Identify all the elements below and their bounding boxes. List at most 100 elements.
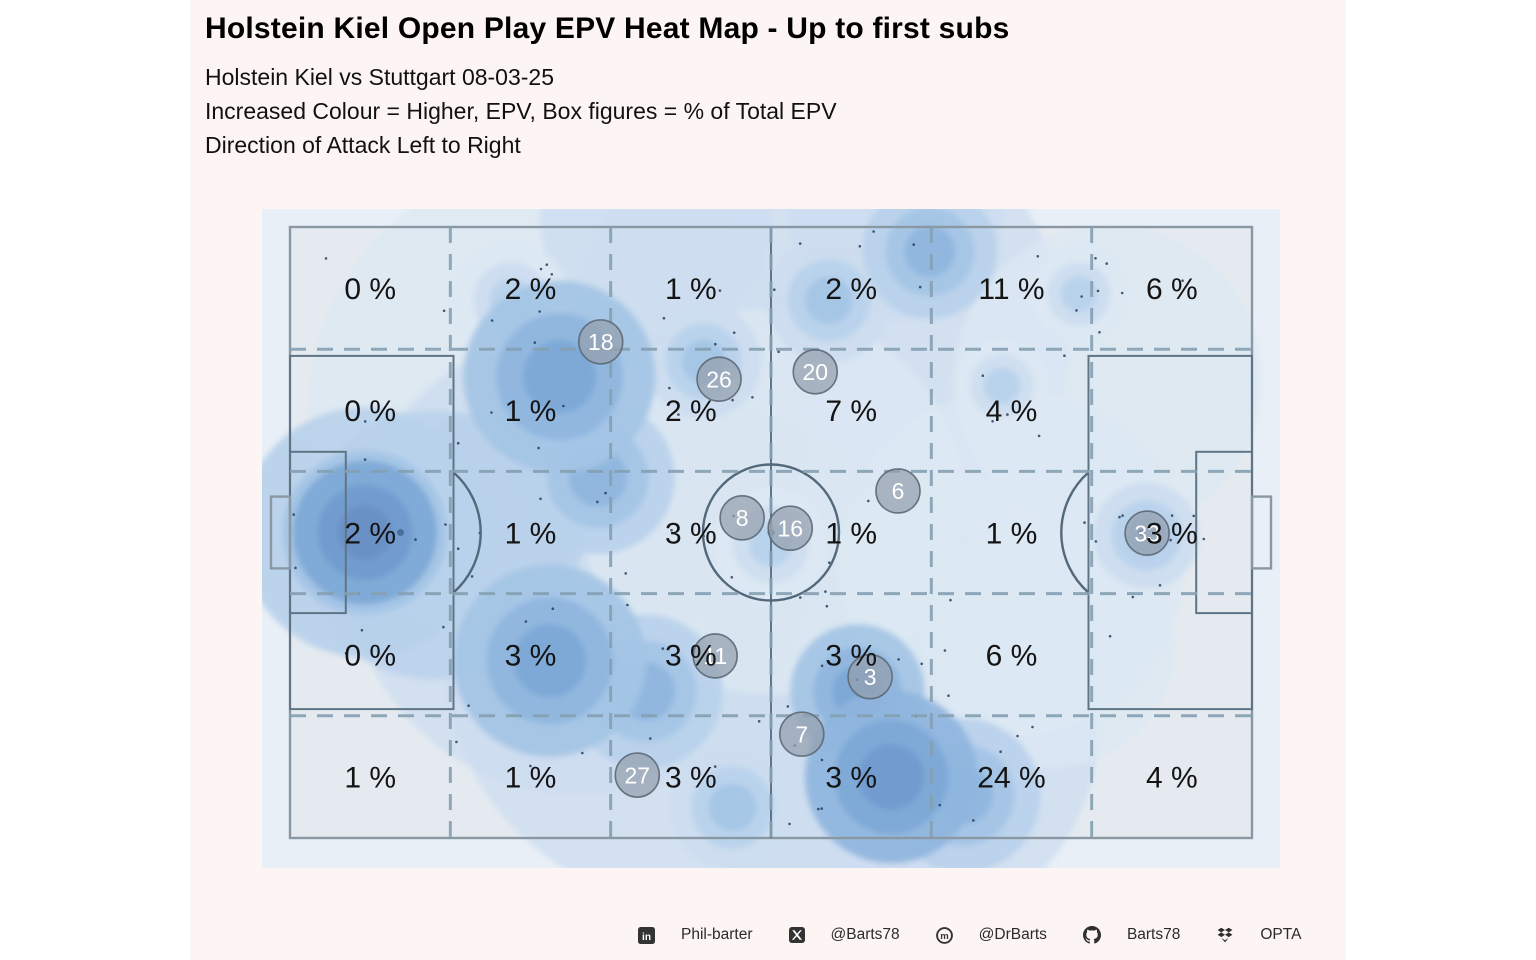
player-circle — [719, 495, 765, 541]
event-dot — [1083, 521, 1086, 524]
heat-blob — [983, 367, 1021, 405]
event-dot — [551, 607, 555, 610]
player-marker: 20 — [792, 349, 839, 395]
zone-percent-label: 1 % — [344, 762, 396, 795]
footer-link-barts78[interactable]: Barts78 — [1082, 926, 1181, 944]
event-dot — [872, 230, 875, 233]
event-dot — [972, 819, 975, 822]
event-dot — [604, 491, 607, 495]
heat-blob — [337, 505, 393, 560]
heat-blob — [708, 783, 757, 832]
footer-link-label: @Barts78 — [830, 926, 900, 943]
player-number: 8 — [736, 505, 749, 531]
event-dot — [662, 316, 666, 320]
event-dot — [799, 596, 802, 599]
player-marker: 18 — [577, 319, 624, 365]
event-dot — [490, 319, 494, 322]
player-number: 27 — [624, 762, 650, 788]
event-dot — [1094, 540, 1098, 543]
player-number: 6 — [892, 478, 905, 504]
event-dot — [670, 528, 673, 532]
zone-percent-label: 2 % — [344, 517, 396, 550]
github-icon — [1082, 926, 1101, 944]
penalty-arc-right — [1060, 471, 1090, 594]
event-dot — [677, 413, 680, 416]
player-number: 16 — [777, 516, 803, 542]
player-circle — [692, 633, 739, 679]
event-dot — [442, 625, 445, 629]
event-dot — [777, 350, 780, 354]
zone-percent-label: 0 % — [344, 273, 396, 306]
event-dot — [867, 499, 870, 503]
subtitle-match: Holstein Kiel vs Stuttgart 08-03-25 — [205, 64, 555, 90]
event-dot — [1063, 354, 1066, 357]
page-title: Holstein Kiel Open Play EPV Heat Map - U… — [205, 12, 1010, 45]
player-circle — [614, 752, 661, 798]
event-dot — [820, 807, 823, 810]
goal-left — [269, 495, 292, 570]
event-dot — [545, 263, 549, 266]
event-dot — [1131, 595, 1135, 599]
pitch-markings — [269, 225, 1273, 840]
event-dot — [1016, 734, 1019, 738]
zone-percent-label: 0 % — [344, 395, 396, 428]
event-dot — [828, 561, 831, 564]
zone-percent-label: 3 % — [825, 640, 877, 673]
zone-percent-label: 3 % — [825, 762, 877, 795]
mastodon-icon: m — [935, 926, 953, 944]
heat-wash — [953, 225, 1262, 534]
zone-percent-label: 24 % — [977, 762, 1045, 795]
event-dot — [1036, 255, 1040, 258]
event-dot — [825, 604, 829, 608]
heat-blob — [513, 624, 587, 698]
event-dot — [1105, 262, 1108, 265]
heat-layer — [262, 209, 1262, 868]
event-dot — [624, 572, 627, 575]
player-number: 7 — [795, 721, 808, 747]
event-dot — [991, 420, 994, 423]
figure: Holstein Kiel Open Play EPV Heat Map - U… — [190, 0, 1346, 960]
player-marker: 26 — [696, 356, 742, 402]
event-dot — [713, 765, 717, 768]
player-number: 3 — [864, 664, 877, 690]
footer-link-drbarts[interactable]: m @DrBarts — [935, 926, 1047, 944]
event-dot — [661, 647, 665, 650]
zone-percent-label: 1 % — [505, 762, 557, 795]
zone-percent-label: 1 % — [505, 395, 557, 428]
event-dots-layer — [292, 230, 1206, 826]
heat-wash — [838, 466, 1031, 660]
zone-percent-label: 3 % — [665, 762, 717, 795]
event-dot — [1096, 289, 1100, 293]
penalty-spot-left — [397, 529, 405, 536]
event-dot — [529, 764, 532, 768]
event-dot — [442, 309, 446, 313]
footer-link-label: Barts78 — [1126, 926, 1181, 943]
player-number: 33 — [1134, 520, 1160, 546]
event-dot — [947, 694, 950, 697]
player-number: 18 — [588, 329, 614, 355]
event-dot — [732, 331, 736, 334]
event-dot — [1075, 309, 1078, 312]
event-dot — [294, 566, 297, 570]
subtitle-legend-note: Increased Colour = Higher, EPV, Box figu… — [205, 98, 837, 124]
event-dot — [562, 404, 565, 408]
zone-percent-label: 1 % — [986, 517, 1038, 550]
footer-link-opta[interactable]: OPTA — [1216, 926, 1301, 944]
event-dot — [1031, 725, 1034, 729]
footer-credits: in Phil-barter @Barts78 m @DrBarts Barts78 OPT… — [638, 920, 1301, 950]
svg-text:m: m — [940, 931, 949, 942]
event-dot — [292, 513, 295, 516]
event-dot — [1181, 279, 1184, 282]
player-circle — [875, 468, 921, 514]
zone-percent-label: 4 % — [986, 395, 1038, 428]
event-dot — [897, 658, 900, 661]
event-dot — [360, 628, 364, 632]
footer-link-phil-barter[interactable]: in Phil-barter — [638, 926, 753, 944]
svg-text:in: in — [642, 931, 651, 942]
footer-link-barts78[interactable]: @Barts78 — [788, 926, 900, 944]
heat-blob — [904, 225, 956, 278]
zone-percent-label: 7 % — [825, 395, 877, 428]
center-circle — [701, 463, 841, 602]
